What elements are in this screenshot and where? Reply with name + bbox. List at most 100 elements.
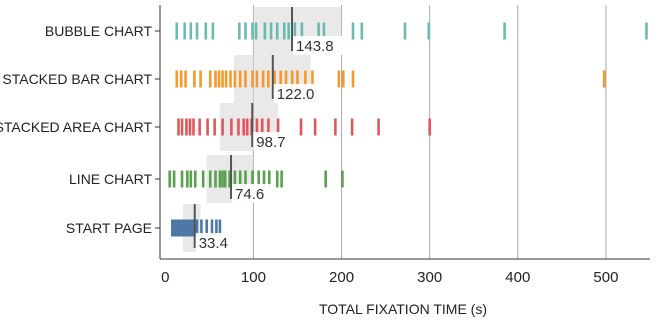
data-tick — [290, 70, 294, 88]
data-tick — [257, 170, 261, 188]
data-tick — [360, 22, 364, 40]
data-tick — [218, 219, 222, 237]
data-tick — [242, 118, 246, 136]
data-tick — [273, 70, 276, 88]
data-tick — [195, 22, 199, 40]
data-tick — [185, 118, 188, 136]
data-tick — [185, 219, 188, 237]
data-tick — [205, 219, 209, 237]
data-tick — [296, 70, 299, 88]
data-tick — [255, 118, 259, 136]
data-tick — [351, 70, 355, 88]
data-tick — [428, 118, 431, 136]
mean-value-label: 33.4 — [199, 235, 228, 252]
data-tick — [255, 70, 259, 88]
data-tick — [311, 70, 314, 88]
data-tick — [299, 118, 303, 136]
data-tick — [201, 170, 205, 188]
data-tick — [275, 170, 279, 188]
data-tick — [313, 118, 317, 136]
mean-label-background — [293, 36, 343, 55]
data-tick — [261, 70, 265, 88]
x-tick-label: 100 — [241, 269, 266, 286]
mean-label-background — [195, 233, 237, 252]
data-tick — [200, 219, 203, 237]
data-tick — [317, 22, 320, 40]
x-tick-label: 200 — [329, 269, 354, 286]
data-tick — [183, 22, 186, 40]
data-tick — [645, 22, 648, 40]
data-tick — [251, 22, 254, 40]
data-tick — [218, 170, 222, 188]
data-tick — [238, 70, 242, 88]
data-tick — [214, 170, 217, 188]
data-tick — [267, 170, 271, 188]
data-tick — [238, 22, 241, 40]
data-tick — [183, 219, 186, 237]
data-tick — [192, 118, 195, 136]
data-tick — [192, 219, 195, 237]
data-tick — [260, 118, 264, 136]
data-tick — [276, 118, 280, 136]
data-tick — [293, 22, 297, 40]
data-tick — [267, 118, 270, 136]
data-tick — [175, 70, 179, 88]
data-tick — [213, 118, 216, 136]
data-tick — [322, 22, 326, 40]
data-tick — [341, 170, 344, 188]
data-tick — [176, 219, 179, 237]
data-tick — [193, 70, 196, 88]
data-tick — [179, 70, 183, 88]
data-tick — [180, 170, 184, 188]
data-tick — [351, 22, 355, 40]
category-label: START PAGE — [66, 220, 152, 236]
data-tick — [184, 70, 187, 88]
data-tick — [214, 70, 217, 88]
mean-label-background — [232, 184, 273, 203]
mean-label-background — [273, 84, 323, 103]
data-tick — [221, 170, 224, 188]
data-tick — [269, 22, 273, 40]
mean-label-background — [253, 132, 294, 151]
data-tick — [334, 118, 337, 136]
data-tick — [221, 118, 224, 136]
data-tick — [208, 170, 212, 188]
data-tick — [230, 118, 233, 136]
data-tick — [188, 219, 192, 237]
data-tick — [208, 70, 212, 88]
x-axis-title: TOTAL FIXATION TIME (s) — [319, 301, 487, 317]
data-tick — [254, 22, 258, 40]
x-tick-label: 500 — [593, 269, 618, 286]
mean-layer: 143.8 122.0 98.7 74.6 33.4 — [193, 7, 343, 252]
mean-value-label: 143.8 — [296, 38, 334, 55]
category-label: STACKED BAR CHART — [2, 71, 152, 87]
data-tick — [237, 118, 240, 136]
x-tick-label: 400 — [505, 269, 530, 286]
data-tick — [275, 22, 279, 40]
data-tick — [171, 219, 174, 237]
data-tick — [304, 70, 307, 88]
data-tick — [287, 22, 290, 40]
data-tick — [210, 219, 214, 237]
data-tick — [251, 70, 254, 88]
data-tick — [233, 170, 237, 188]
data-tick — [282, 22, 286, 40]
data-tick — [193, 170, 197, 188]
data-tick — [178, 219, 181, 237]
data-tick — [245, 118, 249, 136]
data-tick — [228, 170, 231, 188]
data-tick — [172, 219, 176, 237]
data-tick — [199, 70, 202, 88]
data-tick — [238, 170, 242, 188]
data-tick — [181, 219, 185, 237]
data-tick — [221, 70, 224, 88]
data-tick — [190, 219, 194, 237]
data-tick — [198, 118, 201, 136]
data-tick — [189, 22, 193, 40]
data-tick — [324, 170, 327, 188]
data-tick — [503, 22, 506, 40]
data-tick — [244, 170, 247, 188]
data-tick — [175, 22, 179, 40]
data-tick — [300, 22, 304, 40]
mean-value-label: 74.6 — [235, 186, 264, 203]
